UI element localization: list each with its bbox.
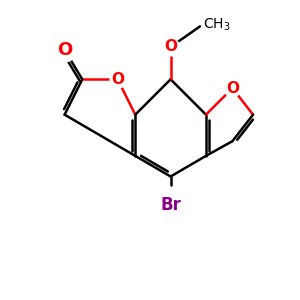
Text: O: O [226,81,239,96]
Text: Br: Br [160,196,181,214]
Text: CH$_3$: CH$_3$ [203,17,231,33]
Text: O: O [111,72,124,87]
Text: O: O [57,41,72,59]
Text: O: O [164,39,177,54]
